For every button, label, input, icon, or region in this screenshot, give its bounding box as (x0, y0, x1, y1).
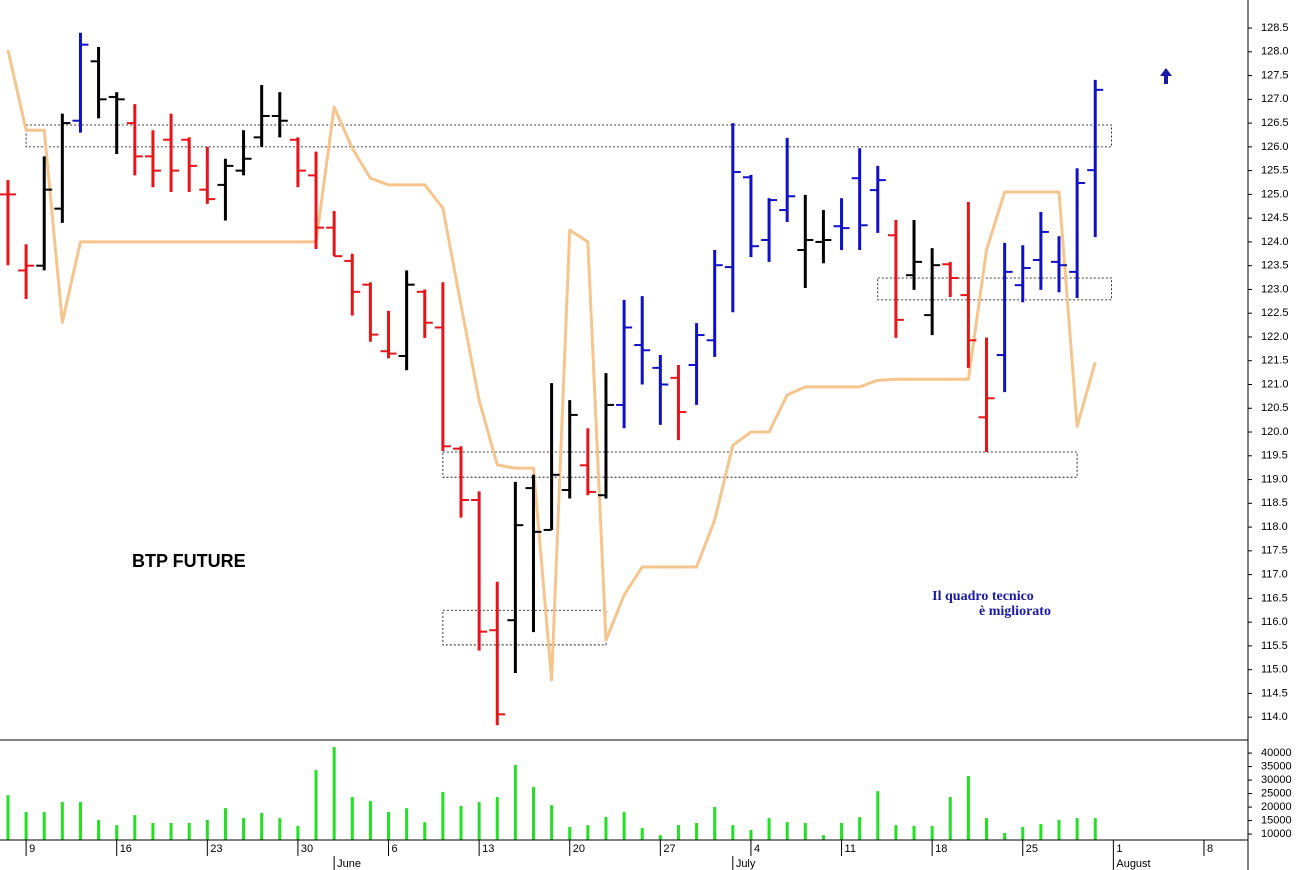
y-tick-label: 123.0 (1261, 283, 1289, 295)
y-tick-label: 126.0 (1261, 141, 1289, 153)
x-tick-label: 13 (482, 843, 494, 855)
x-tick-label: 8 (1207, 843, 1213, 855)
x-tick-label: 4 (754, 843, 760, 855)
x-tick-label: 30 (301, 843, 313, 855)
x-tick-label: 20 (573, 843, 585, 855)
annotation: è migliorato (979, 604, 1051, 619)
y-tick-label: 10000 (1261, 828, 1292, 840)
y-tick-label: 122.5 (1261, 307, 1289, 319)
y-tick-label: 119.5 (1261, 450, 1288, 462)
y-tick-label: 115.0 (1261, 664, 1288, 676)
zone (25, 124, 1112, 148)
y-tick-label: 127.5 (1261, 69, 1289, 81)
y-tick-label: 118.5 (1261, 497, 1288, 509)
y-tick-label: 125.0 (1261, 188, 1289, 200)
x-tick-label: 16 (120, 843, 132, 855)
y-tick-label: 126.5 (1261, 117, 1289, 129)
y-tick-label: 119.0 (1261, 473, 1288, 485)
x-tick-label: 25 (1026, 843, 1038, 855)
y-tick-label: 121.0 (1261, 378, 1289, 390)
y-tick-label: 116.0 (1261, 616, 1288, 628)
y-tick-label: 114.5 (1261, 687, 1288, 699)
x-tick-label: 11 (845, 843, 856, 855)
x-tick-label: 6 (392, 843, 398, 855)
y-tick-label: 124.0 (1261, 236, 1289, 248)
month-label: June (337, 858, 361, 870)
y-tick-label: 125.5 (1261, 165, 1289, 177)
y-tick-label: 117.0 (1261, 569, 1288, 581)
zone (877, 277, 1112, 301)
annotation: Il quadro tecnico (932, 589, 1034, 604)
x-tick-label: 27 (663, 843, 675, 855)
y-tick-label: 120.0 (1261, 426, 1289, 438)
y-tick-label: 123.5 (1261, 260, 1289, 272)
y-tick-label: 128.5 (1261, 22, 1289, 34)
y-tick-label: 114.0 (1261, 711, 1288, 723)
y-tick-label: 127.0 (1261, 93, 1289, 105)
plot-layer (0, 32, 1112, 840)
month-label: July (736, 858, 756, 870)
x-tick-label: 9 (29, 843, 35, 855)
arrow-icon (1160, 68, 1172, 84)
y-tick-label: 30000 (1261, 774, 1292, 786)
y-tick-label: 116.5 (1261, 592, 1288, 604)
y-tick-label: 25000 (1261, 787, 1292, 799)
indicator-line (6, 49, 1097, 682)
month-label: August (1116, 858, 1150, 870)
y-tick-label: 121.5 (1261, 355, 1289, 367)
y-tick-label: 35000 (1261, 760, 1292, 772)
zone (442, 451, 1078, 478)
y-tick-label: 115.5 (1261, 640, 1288, 652)
y-tick-label: 128.0 (1261, 46, 1289, 58)
y-tick-label: 40000 (1261, 747, 1292, 759)
y-tick-label: 20000 (1261, 801, 1292, 813)
y-tick-label: 120.5 (1261, 402, 1289, 414)
y-tick-label: 117.5 (1261, 545, 1288, 557)
x-tick-label: 18 (935, 843, 947, 855)
y-tick-label: 124.5 (1261, 212, 1289, 224)
chart-title: BTP FUTURE (132, 551, 246, 571)
x-tick-label: 1 (1116, 843, 1122, 855)
y-tick-label: 122.0 (1261, 331, 1289, 343)
x-tick-label: 23 (210, 843, 222, 855)
y-tick-label: 15000 (1261, 814, 1292, 826)
y-tick-label: 118.0 (1261, 521, 1288, 533)
